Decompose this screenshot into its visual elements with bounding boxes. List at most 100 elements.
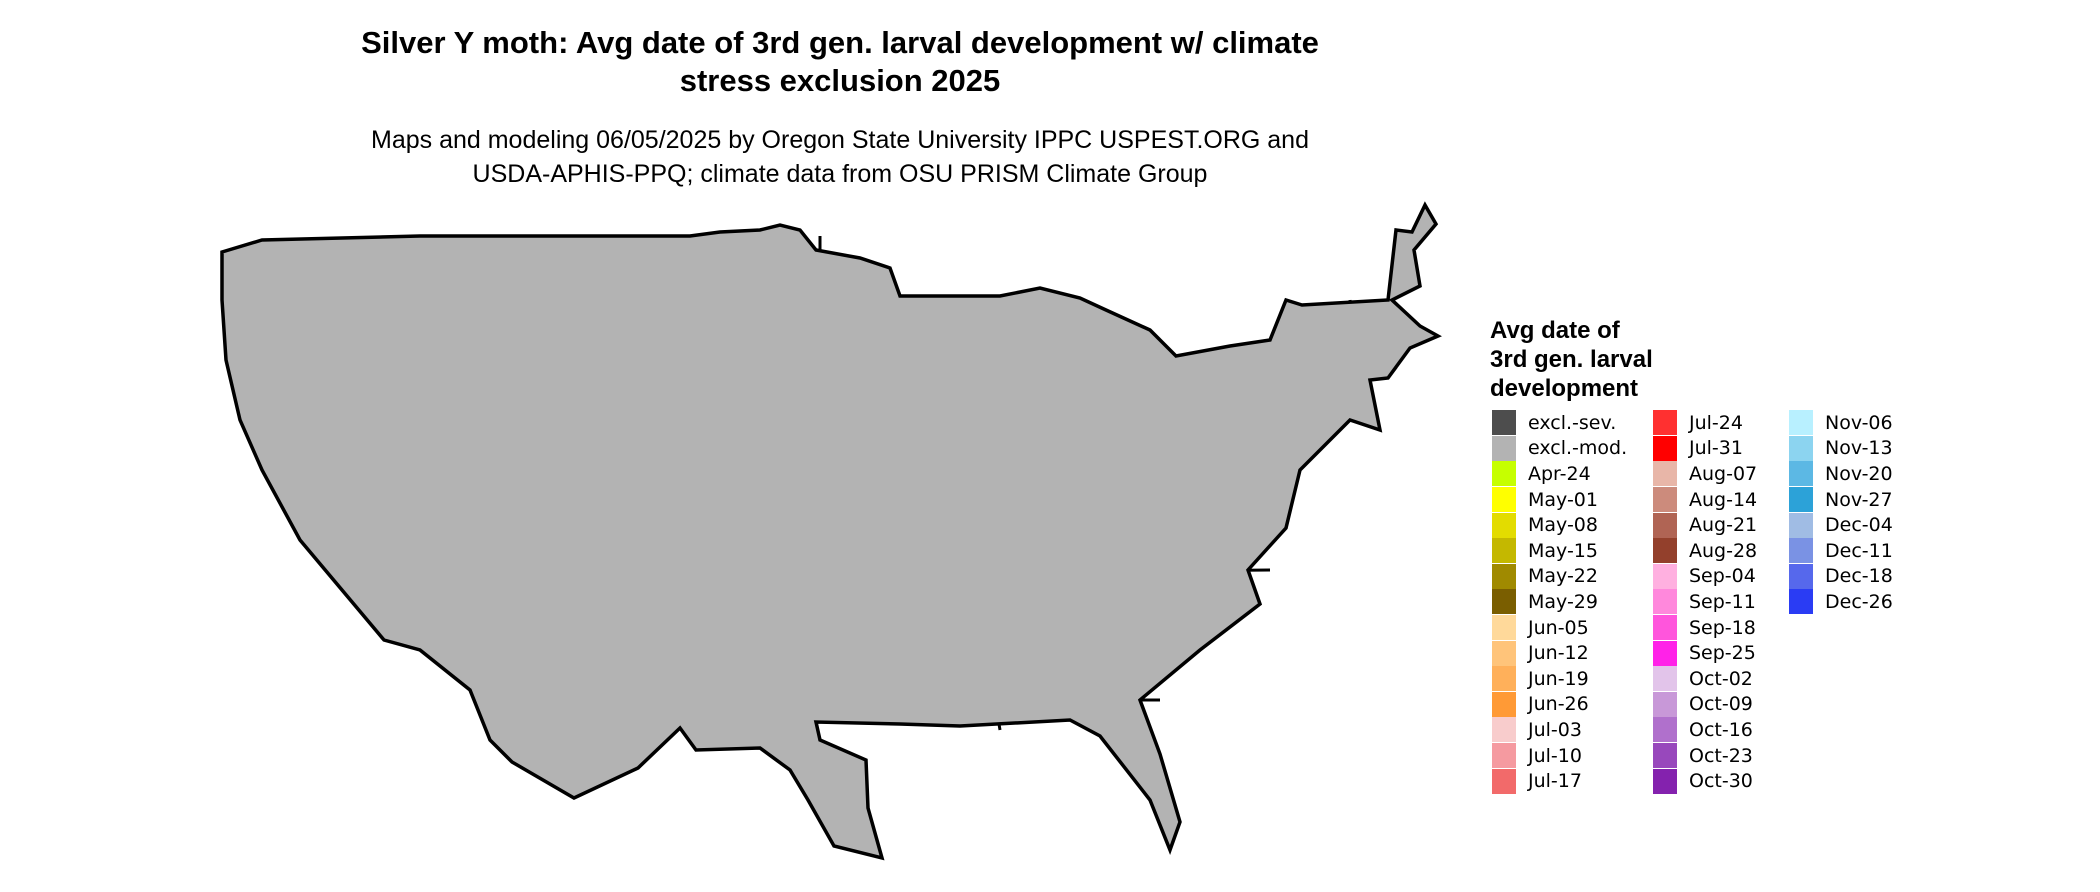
legend-item: Jul-03 (1492, 717, 1627, 743)
legend-label: Aug-28 (1689, 539, 1758, 562)
legend-label: Sep-04 (1689, 565, 1756, 588)
legend-item: Oct-02 (1653, 666, 1757, 692)
legend-title-line-3: development (1490, 375, 1639, 402)
legend-label: Aug-14 (1689, 488, 1758, 511)
legend-item: Sep-25 (1653, 640, 1757, 666)
legend-item: Aug-28 (1653, 538, 1757, 564)
legend-swatch (1492, 768, 1516, 794)
legend-item: excl.-mod. (1492, 435, 1628, 462)
legend-swatch (1653, 589, 1677, 615)
legend-swatch (1789, 512, 1813, 538)
us-outline (220, 203, 1440, 860)
legend-column-2: Jul-24 Jul-31 Aug-07 Aug-14 Aug-21 Aug-28 Sep-… (1653, 410, 1757, 794)
legend-label: excl.-mod. (1528, 437, 1628, 460)
legend-item: Nov-20 (1789, 461, 1893, 487)
legend-item: May-15 (1492, 538, 1627, 564)
legend-item: Jul-17 (1492, 768, 1627, 794)
legend-item: Nov-06 (1789, 410, 1893, 436)
legend-label: Oct-02 (1689, 667, 1753, 690)
legend-item: Jun-19 (1492, 666, 1627, 692)
us-map (220, 203, 1440, 860)
legend-swatch (1492, 615, 1516, 641)
legend-item: Dec-04 (1789, 512, 1893, 538)
legend-item: Jun-26 (1492, 691, 1627, 718)
legend-label: Sep-11 (1689, 590, 1756, 613)
map-title: Silver Y moth: Avg date of 3rd gen. larv… (190, 24, 1490, 100)
legend-label: Jul-24 (1689, 411, 1743, 434)
legend-label: May-29 (1528, 590, 1598, 613)
legend-swatch (1653, 691, 1677, 717)
legend-label: May-01 (1528, 488, 1598, 511)
legend-item: Jul-31 (1653, 435, 1757, 462)
legend-swatch (1789, 487, 1813, 513)
legend-label: Jul-10 (1528, 744, 1582, 767)
legend-label: Nov-06 (1825, 411, 1893, 434)
legend-swatch (1653, 538, 1677, 564)
legend-label: May-08 (1528, 514, 1598, 537)
subtitle-line-1: Maps and modeling 06/05/2025 by Oregon S… (371, 126, 1309, 154)
legend-label: Jul-31 (1689, 437, 1743, 460)
legend-label: Nov-13 (1825, 437, 1893, 460)
legend-swatch (1492, 410, 1516, 436)
legend-swatch (1653, 666, 1677, 692)
legend-swatch (1653, 717, 1677, 743)
legend-item: Aug-07 (1653, 461, 1757, 487)
legend-item: Nov-27 (1789, 487, 1893, 513)
legend-item: May-08 (1492, 512, 1627, 538)
map-subtitle: Maps and modeling 06/05/2025 by Oregon S… (190, 123, 1490, 191)
legend-item: May-22 (1492, 563, 1627, 590)
legend-swatch (1492, 461, 1516, 487)
legend-label: Apr-24 (1528, 462, 1591, 485)
legend-swatch (1789, 589, 1813, 615)
legend-label: Oct-23 (1689, 744, 1753, 767)
legend-column-3: Nov-06 Nov-13 Nov-20 Nov-27 Dec-04 Dec-11 Dec-… (1789, 410, 1893, 615)
legend-label: Jun-26 (1528, 693, 1589, 716)
legend-swatch (1492, 435, 1516, 461)
legend-swatch (1492, 666, 1516, 692)
legend-swatch (1492, 563, 1516, 589)
legend-swatch (1653, 563, 1677, 589)
legend-label: Jul-17 (1528, 770, 1582, 793)
legend-swatch (1789, 461, 1813, 487)
legend-swatch (1789, 538, 1813, 564)
legend-label: May-22 (1528, 565, 1598, 588)
legend-label: Nov-27 (1825, 488, 1893, 511)
legend-item: Oct-09 (1653, 691, 1757, 718)
legend-item: May-01 (1492, 487, 1627, 513)
legend-swatch (1653, 512, 1677, 538)
legend-label: Aug-21 (1689, 514, 1758, 537)
legend-swatch (1653, 435, 1677, 461)
legend-item: Nov-13 (1789, 435, 1893, 462)
legend-label: Dec-11 (1825, 539, 1893, 562)
legend-label: Nov-20 (1825, 462, 1893, 485)
legend-title-line-2: 3rd gen. larval (1490, 346, 1653, 373)
legend-item: Oct-16 (1653, 717, 1757, 743)
legend-item: Aug-14 (1653, 487, 1757, 513)
legend-label: excl.-sev. (1528, 411, 1617, 434)
legend-item: Sep-04 (1653, 563, 1757, 590)
legend-swatch (1653, 743, 1677, 769)
legend-swatch (1492, 640, 1516, 666)
legend-label: Oct-09 (1689, 693, 1753, 716)
legend-swatch (1492, 717, 1516, 743)
legend-label: May-15 (1528, 539, 1598, 562)
legend-item: Apr-24 (1492, 461, 1627, 487)
legend-label: Jul-03 (1528, 718, 1582, 741)
legend-item: Aug-21 (1653, 512, 1757, 538)
legend-swatch (1492, 487, 1516, 513)
legend-swatch (1492, 743, 1516, 769)
legend-item: Dec-26 (1789, 589, 1893, 615)
title-line-2: stress exclusion 2025 (679, 63, 1001, 98)
legend-swatch (1492, 512, 1516, 538)
legend-swatch (1653, 461, 1677, 487)
legend-item: Jul-10 (1492, 743, 1627, 769)
legend-swatch (1492, 589, 1516, 615)
legend-label: Sep-25 (1689, 642, 1756, 665)
legend-swatch (1653, 487, 1677, 513)
legend-item: Oct-30 (1653, 768, 1757, 794)
legend-item: Jul-24 (1653, 410, 1757, 436)
legend-swatch (1653, 615, 1677, 641)
legend-label: Oct-16 (1689, 718, 1753, 741)
legend-item: May-29 (1492, 589, 1627, 615)
legend-label: Jun-05 (1528, 616, 1589, 639)
